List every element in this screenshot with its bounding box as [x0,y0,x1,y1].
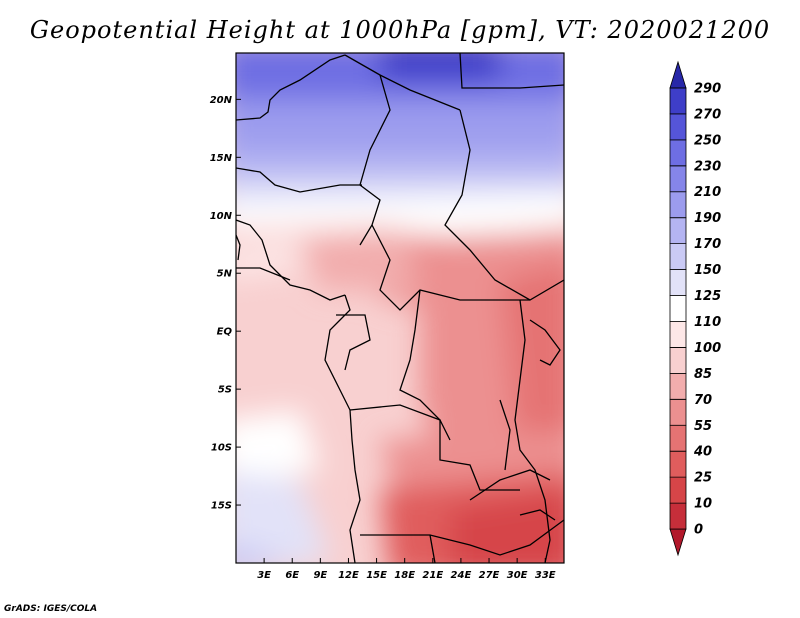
colorbar-cell [669,372,687,400]
latitude-axis: 20N 15N 10N 5N EQ 5S 10S 15S [210,95,241,512]
lat-tick-label: 15S [211,501,232,512]
longitude-axis: 3E 6E 9E 12E 15E 18E 21E 24E 27E 30E 33E [257,558,556,581]
colorbar-level-label: 0 [694,523,703,538]
colorbar-cell [669,165,687,193]
colorbar-cell [669,269,687,296]
lon-tick-label: 21E [422,570,443,581]
colorbar-level-label: 85 [694,367,712,382]
colorbar-level-label: 250 [694,133,721,148]
colorbar-cell [669,217,687,245]
colorbar-cell [669,113,687,141]
colorbar-level-label: 190 [694,211,721,226]
lat-tick-label: 5N [217,269,233,280]
colorbar-level-label: 10 [694,497,712,512]
colorbar-cell [669,191,687,219]
colorbar-cell [669,347,687,374]
lon-tick-label: 9E [313,570,327,581]
lon-tick-label: 24E [451,570,472,581]
colorbar-cell [669,450,687,478]
colorbar-cell [669,476,687,504]
colorbar-cell [669,243,687,270]
coastlines-borders [236,53,564,563]
colorbar-cell [669,424,687,452]
lat-tick-label: 15N [210,153,233,164]
lon-tick-label: 27E [479,570,500,581]
colorbar-cell [669,502,687,530]
colorbar-cell [669,398,687,426]
colorbar-cell [669,60,687,89]
lon-tick-label: 6E [285,570,299,581]
colorbar-level-label: 150 [694,263,721,278]
lat-tick-label: 10S [211,443,232,454]
map-title: Geopotential Height at 1000hPa [gpm], VT… [29,16,771,44]
colorbar-level-label: 40 [693,445,712,460]
colorbar-cell [669,528,687,557]
colorbar: 0 10 25 40 55 70 85 100 110 125 150 170 190 210 230 250… [669,60,721,557]
colorbar-level-label: 210 [694,185,721,200]
lat-tick-label: 5S [218,385,232,396]
colorbar-cell [669,139,687,167]
grads-credit: GrADS: IGES/COLA [4,604,98,614]
lat-tick-label: 10N [210,211,233,222]
colorbar-level-label: 25 [694,471,712,486]
lon-tick-label: 33E [535,570,556,581]
map-frame [235,52,565,564]
colorbar-level-label: 100 [694,341,721,356]
colorbar-level-label: 270 [694,107,721,122]
colorbar-level-label: 170 [694,237,721,252]
colorbar-level-label: 290 [694,81,721,96]
lon-tick-label: 18E [394,570,415,581]
lon-tick-label: 12E [338,570,359,581]
lat-tick-label: 20N [210,95,233,106]
colorbar-level-label: 230 [694,159,721,174]
lon-tick-label: 30E [507,570,528,581]
colorbar-cell [669,321,687,348]
colorbar-cell [669,87,687,115]
colorbar-level-label: 110 [694,315,721,330]
colorbar-level-label: 55 [694,419,712,434]
colorbar-level-label: 70 [694,393,712,408]
lat-tick-label: EQ [217,327,233,338]
colorbar-cell [669,295,687,322]
lon-tick-label: 3E [257,570,271,581]
lon-tick-label: 15E [366,570,387,581]
colorbar-level-label: 125 [694,289,721,304]
